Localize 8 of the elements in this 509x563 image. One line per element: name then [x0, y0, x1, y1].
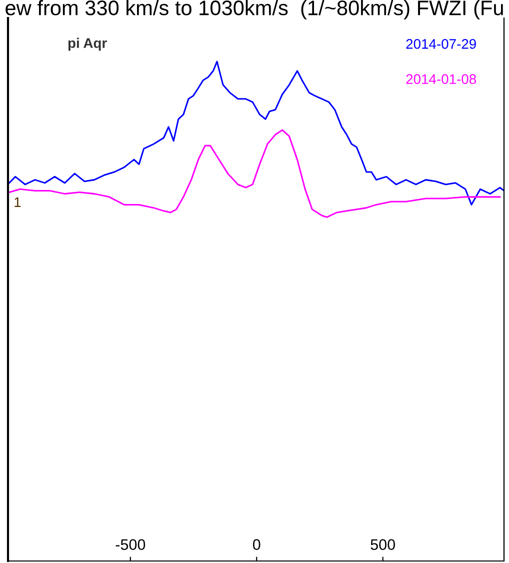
x-tick-label: 500 — [370, 539, 395, 550]
annotation: 1 — [14, 197, 21, 207]
text: 2014-07-29 — [406, 39, 476, 49]
x-tick-label: 0 — [252, 539, 260, 550]
text: pi Aqr — [68, 38, 107, 51]
chart-title: ew from 330 km/s to 1030km/s (1/~80km/s) FWZI (Fu — [6, 0, 503, 20]
text: 2014-01-08 — [406, 74, 476, 84]
x-tick-label: -500 — [116, 539, 146, 550]
